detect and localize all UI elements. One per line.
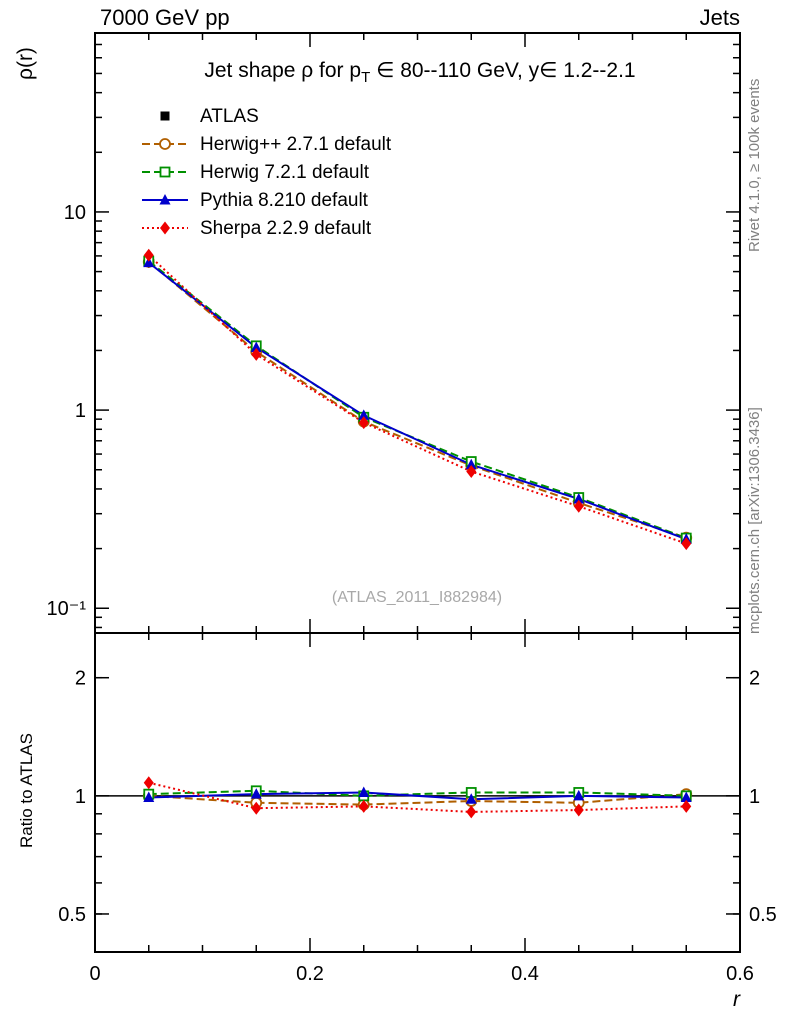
x-tick-label: 0.4	[511, 963, 539, 985]
main-y-tick-label: 1	[75, 400, 86, 422]
legend-entry-label: Herwig 7.2.1 default	[200, 162, 370, 183]
analysis-id-watermark: (ATLAS_2011_I882984)	[332, 589, 502, 606]
main-panel-frame	[94, 32, 741, 634]
main-y-tick-label: 10	[64, 202, 86, 224]
legend-entry-label: Herwig++ 2.7.1 default	[200, 134, 392, 155]
mcplots-citation-note: mcplots.cern.ch [arXiv:1306.3436]	[746, 407, 763, 634]
x-tick-label: 0	[89, 963, 100, 985]
plot-title: Jet shape ρ for pT ∈ 80--110 GeV, y∈ 1.2…	[204, 59, 635, 86]
ratio-y-tick-label-right: 1	[749, 786, 760, 808]
ratio-y-axis-label: Ratio to ATLAS	[17, 733, 36, 848]
legend-entry-label: Sherpa 2.2.9 default	[200, 218, 372, 239]
x-tick-label: 0.2	[296, 963, 324, 985]
legend-entry-label: ATLAS	[200, 106, 259, 127]
tick-labels: 10 1 10⁻¹ 2 2 1 1 0.5 0.5 0 0.2 0.4 0.6	[47, 202, 777, 985]
series-markers-1	[142, 255, 693, 811]
legend: ATLAS Herwig++ 2.7.1 default Herwig 7.2.1 …	[142, 106, 392, 239]
beam-energy-label: 7000 GeV pp	[100, 5, 230, 30]
series-markers-2	[143, 255, 692, 802]
ratio-y-tick-label-right: 0.5	[749, 904, 777, 926]
main-y-axis-label: ρ(r)	[14, 47, 37, 80]
rivet-version-note: Rivet 4.1.0, ≥ 100k events	[746, 79, 763, 252]
x-tick-label: 0.6	[726, 963, 754, 985]
ratio-y-tick-label: 0.5	[58, 904, 86, 926]
legend-entry-label: Pythia 8.210 default	[200, 190, 369, 211]
chart-layer: 10 1 10⁻¹ 2 2 1 1 0.5 0.5 0 0.2 0.4 0.6 ATLAS Herwig++…	[47, 32, 777, 985]
series-lines	[148, 254, 687, 813]
series-markers-4	[143, 248, 692, 819]
x-axis-label: r	[733, 988, 741, 1011]
process-label: Jets	[700, 5, 740, 30]
axis-ticks	[94, 32, 741, 953]
ratio-y-tick-label: 1	[75, 786, 86, 808]
ratio-y-tick-label-right: 2	[749, 668, 760, 690]
series-markers-3	[143, 256, 692, 804]
series-markers-0	[144, 255, 691, 801]
main-y-tick-label: 10⁻¹	[47, 598, 87, 620]
ratio-y-tick-label: 2	[75, 668, 86, 690]
